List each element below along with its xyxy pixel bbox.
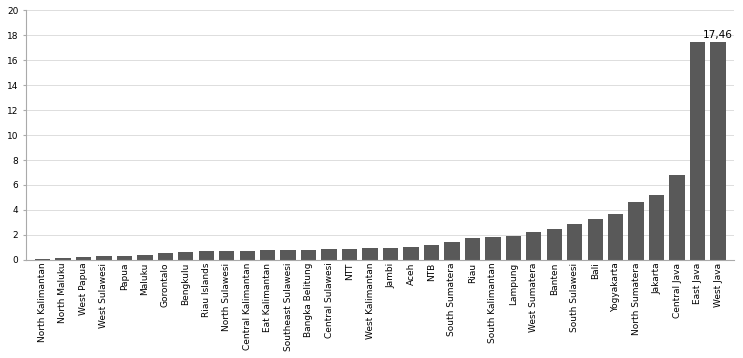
Text: 17,46: 17,46	[703, 30, 733, 40]
Bar	[363, 248, 377, 260]
Bar	[608, 214, 623, 260]
Bar	[506, 236, 521, 260]
Bar	[342, 248, 357, 260]
Bar	[137, 255, 152, 260]
Bar	[280, 250, 296, 260]
Bar	[55, 258, 71, 260]
Bar	[178, 252, 193, 260]
Bar	[117, 256, 132, 260]
Bar	[403, 247, 418, 260]
Bar	[464, 238, 480, 260]
Bar	[567, 224, 583, 260]
Bar	[710, 42, 726, 260]
Bar	[444, 242, 460, 260]
Bar	[158, 253, 173, 260]
Bar	[322, 249, 337, 260]
Bar	[485, 237, 501, 260]
Bar	[198, 251, 214, 260]
Bar	[219, 251, 234, 260]
Bar	[690, 42, 705, 260]
Bar	[383, 248, 398, 260]
Bar	[547, 229, 562, 260]
Bar	[260, 251, 276, 260]
Bar	[649, 195, 664, 260]
Bar	[239, 251, 255, 260]
Bar	[96, 256, 111, 260]
Bar	[301, 250, 317, 260]
Bar	[424, 245, 439, 260]
Bar	[629, 202, 644, 260]
Bar	[588, 219, 603, 260]
Bar	[526, 232, 542, 260]
Bar	[76, 257, 91, 260]
Bar	[35, 259, 50, 260]
Bar	[669, 175, 685, 260]
